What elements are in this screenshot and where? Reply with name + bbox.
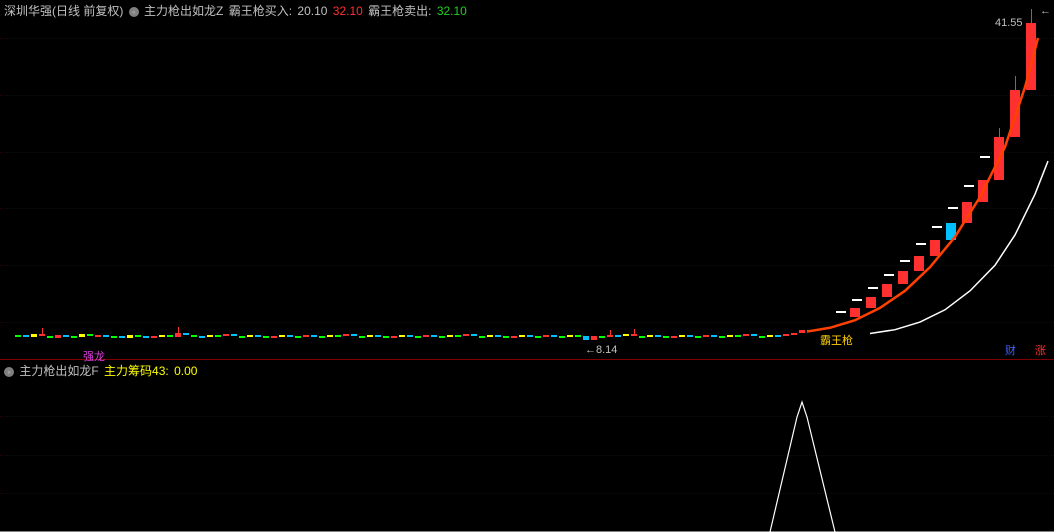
gridline xyxy=(0,208,1054,209)
step-marker xyxy=(900,260,910,262)
gridline xyxy=(0,95,1054,96)
step-marker xyxy=(948,207,958,209)
gridline xyxy=(0,322,1054,323)
gridline xyxy=(0,455,1054,456)
gridline xyxy=(0,416,1054,417)
curve-overlay xyxy=(0,0,1054,360)
toggle-icon[interactable]: ◦ xyxy=(129,7,139,17)
step-marker xyxy=(868,287,878,289)
zhang-label: 涨 xyxy=(1035,342,1046,358)
step-marker xyxy=(916,243,926,245)
indicator-name: 主力枪出如龙Z xyxy=(144,4,223,18)
bawang-label: 霸王枪 xyxy=(820,332,853,348)
step-marker xyxy=(836,311,846,313)
sub-extra-label: 主力筹码43: xyxy=(104,364,169,378)
sub-extra-value: 0.00 xyxy=(174,364,197,378)
spike-overlay xyxy=(0,360,1054,532)
gridline xyxy=(0,265,1054,266)
step-marker xyxy=(852,299,862,301)
sub-chart-panel[interactable]: ◦ 主力枪出如龙F 主力筹码43: 0.00 xyxy=(0,360,1054,532)
step-marker xyxy=(964,185,974,187)
main-chart-panel[interactable]: 深圳华强(日线 前复权) ◦ 主力枪出如龙Z 霸王枪买入: 20.10 32.1… xyxy=(0,0,1054,360)
gridline xyxy=(0,152,1054,153)
main-chart-header: 深圳华强(日线 前复权) ◦ 主力枪出如龙Z 霸王枪买入: 20.10 32.1… xyxy=(4,2,469,19)
sub-chart-header: ◦ 主力枪出如龙F 主力筹码43: 0.00 xyxy=(4,362,199,379)
stock-title: 深圳华强(日线 前复权) xyxy=(4,4,123,18)
toggle-icon[interactable]: ◦ xyxy=(4,367,14,377)
last-arrow: ← xyxy=(1040,5,1051,17)
step-marker xyxy=(932,226,942,228)
step-marker xyxy=(884,274,894,276)
step-marker xyxy=(980,156,990,158)
sell-value: 32.10 xyxy=(437,4,467,18)
buy-label: 霸王枪买入: xyxy=(229,4,292,18)
sell-label: 霸王枪卖出: xyxy=(368,4,431,18)
price-low-marker: ←8.14 xyxy=(585,344,617,356)
price-high-label: 41.55 xyxy=(995,17,1023,29)
buy-value: 20.10 xyxy=(297,4,327,18)
mid-value: 32.10 xyxy=(333,4,363,18)
cai-label: 财 xyxy=(1005,342,1016,358)
gridline xyxy=(0,38,1054,39)
sub-indicator-name: 主力枪出如龙F xyxy=(19,364,98,378)
gridline xyxy=(0,493,1054,494)
